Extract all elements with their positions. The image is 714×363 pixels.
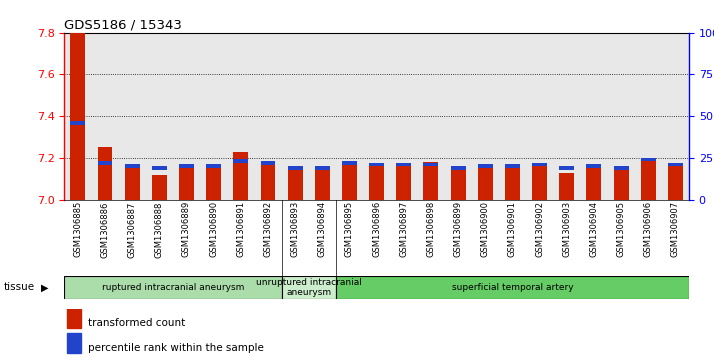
Text: superficial temporal artery: superficial temporal artery [452,283,573,292]
Bar [206,168,221,200]
Bar [206,164,221,168]
Text: percentile rank within the sample: percentile rank within the sample [88,343,264,353]
Text: GSM1306887: GSM1306887 [128,201,136,258]
Text: GSM1306889: GSM1306889 [182,201,191,257]
Bar [586,168,601,200]
Bar [67,333,81,353]
Text: tissue: tissue [4,282,35,293]
Bar [125,164,140,168]
Text: GSM1306902: GSM1306902 [535,201,544,257]
Bar [451,166,466,170]
Bar [281,276,336,299]
Bar [342,161,357,165]
Bar [613,166,628,170]
Bar [396,163,411,166]
Text: GSM1306893: GSM1306893 [291,201,300,257]
Text: transformed count: transformed count [88,318,186,328]
Bar [668,166,683,200]
Bar [586,164,601,168]
Bar [98,161,113,165]
Bar [396,166,411,200]
Bar [668,163,683,166]
Text: GSM1306901: GSM1306901 [508,201,517,257]
Text: GDS5186 / 15343: GDS5186 / 15343 [64,19,182,32]
Bar [369,164,384,200]
Bar [342,164,357,200]
Text: GSM1306892: GSM1306892 [263,201,273,257]
Bar [67,308,81,328]
Text: GSM1306900: GSM1306900 [481,201,490,257]
Bar [179,164,194,168]
Bar [261,161,276,165]
Bar [423,162,438,200]
Bar [640,158,655,162]
Text: GSM1306886: GSM1306886 [101,201,109,258]
Text: GSM1306905: GSM1306905 [617,201,625,257]
Bar [261,162,276,200]
Bar [71,33,85,200]
Text: unruptured intracranial
aneurysm: unruptured intracranial aneurysm [256,278,362,297]
Text: GSM1306903: GSM1306903 [563,201,571,257]
Bar [152,175,167,200]
Text: GSM1306899: GSM1306899 [453,201,463,257]
Bar [369,163,384,166]
Text: GSM1306904: GSM1306904 [590,201,598,257]
Bar [233,159,248,163]
Bar [559,172,574,200]
Bar [505,166,520,200]
Text: ▶: ▶ [41,282,49,293]
Text: GSM1306907: GSM1306907 [671,201,680,257]
Text: GSM1306894: GSM1306894 [318,201,327,257]
Bar [423,163,438,166]
Text: GSM1306898: GSM1306898 [426,201,436,257]
Bar [233,152,248,200]
Bar [532,163,547,166]
Text: GSM1306906: GSM1306906 [644,201,653,257]
Text: GSM1306888: GSM1306888 [155,201,164,258]
Bar [152,166,167,170]
Bar [288,171,303,200]
Bar [336,276,689,299]
Text: GSM1306895: GSM1306895 [345,201,354,257]
Bar [478,164,493,168]
Bar [640,160,655,200]
Bar [613,171,628,200]
Bar [179,168,194,200]
Bar [71,121,85,125]
Bar [478,164,493,200]
Bar [315,166,330,170]
Bar [125,164,140,200]
Text: ruptured intracranial aneurysm: ruptured intracranial aneurysm [101,283,244,292]
Text: GSM1306897: GSM1306897 [399,201,408,257]
Bar [559,166,574,170]
Bar [98,147,113,200]
Bar [315,171,330,200]
Text: GSM1306885: GSM1306885 [74,201,82,257]
Bar [64,276,281,299]
Text: GSM1306891: GSM1306891 [236,201,246,257]
Bar [451,166,466,200]
Bar [288,166,303,170]
Bar [505,164,520,168]
Text: GSM1306896: GSM1306896 [372,201,381,257]
Text: GSM1306890: GSM1306890 [209,201,218,257]
Bar [532,166,547,200]
